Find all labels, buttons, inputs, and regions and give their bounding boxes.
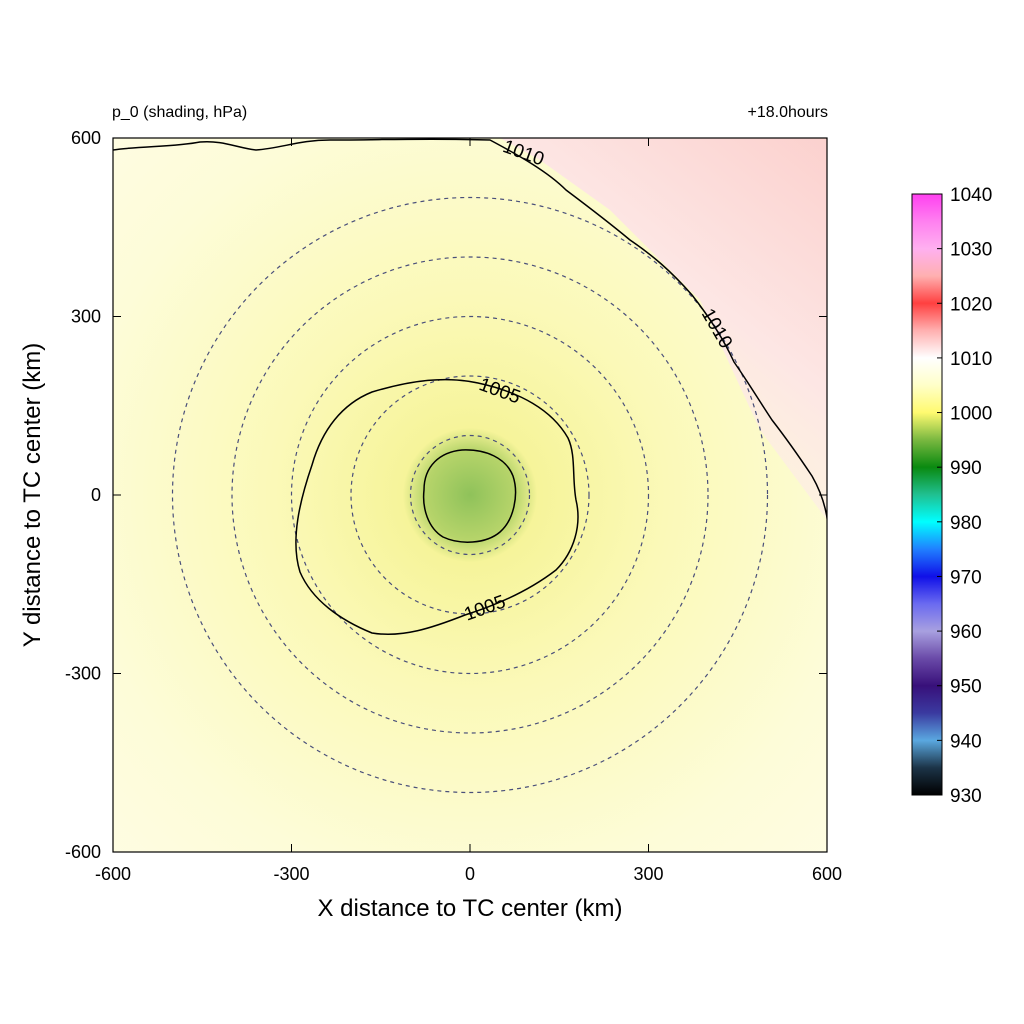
colorbar-tick-label: 940 xyxy=(950,731,982,752)
pressure-field xyxy=(113,138,827,852)
high-pressure-shading xyxy=(500,138,827,520)
colorbar-tick-label: 930 xyxy=(950,786,982,807)
y-tick-label: 0 xyxy=(91,485,101,505)
x-tick-label: -300 xyxy=(273,864,309,884)
field-label: p_0 (shading, hPa) xyxy=(112,104,247,121)
colorbar-tick-label: 1000 xyxy=(950,404,992,425)
range-circle-300km xyxy=(290,315,650,675)
contour-1010 xyxy=(113,138,827,524)
colorbar-tick-label: 1010 xyxy=(950,349,992,370)
x-tick-label: 300 xyxy=(633,864,663,884)
range-circles xyxy=(171,196,769,794)
y-axis: -600 -300 0 300 600 xyxy=(65,128,827,862)
x-axis-label: X distance to TC center (km) xyxy=(318,895,623,922)
range-circle-500km xyxy=(171,196,769,794)
y-tick-label: 300 xyxy=(71,307,101,327)
colorbar-tick-label: 1030 xyxy=(950,240,992,261)
colorbar-tick-label: 1020 xyxy=(950,294,992,315)
y-tick-label: -300 xyxy=(65,664,101,684)
contour-1005 xyxy=(295,378,579,636)
colorbar-tick-label: 990 xyxy=(950,458,982,479)
colorbar-ticks: 1040 1030 1020 1010 1000 990 980 970 960 950 940 93… xyxy=(937,185,992,807)
colorbar-tick-label: 1040 xyxy=(950,185,992,206)
colorbar: 1040 1030 1020 1010 1000 990 980 970 960 950 940 93… xyxy=(911,185,992,807)
colorbar-tick-label: 960 xyxy=(950,622,982,643)
time-label: +18.0hours xyxy=(747,104,828,121)
x-tick-label: -600 xyxy=(95,864,131,884)
y-tick-label: -600 xyxy=(65,842,101,862)
range-circle-100km xyxy=(409,434,531,556)
x-tick-label: 600 xyxy=(812,864,842,884)
y-tick-label: 600 xyxy=(71,128,101,148)
x-tick-label: 0 xyxy=(465,864,475,884)
colorbar-tick-label: 970 xyxy=(950,567,982,588)
colorbar-tick-label: 980 xyxy=(950,513,982,534)
x-axis: -600 -300 0 300 600 xyxy=(95,138,842,884)
contours xyxy=(113,138,827,636)
colorbar-scale xyxy=(911,193,943,796)
y-axis-label: Y distance to TC center (km) xyxy=(19,343,46,648)
range-circle-400km xyxy=(231,256,709,734)
contour-1000 xyxy=(422,449,517,543)
colorbar-tick-label: 950 xyxy=(950,677,982,698)
